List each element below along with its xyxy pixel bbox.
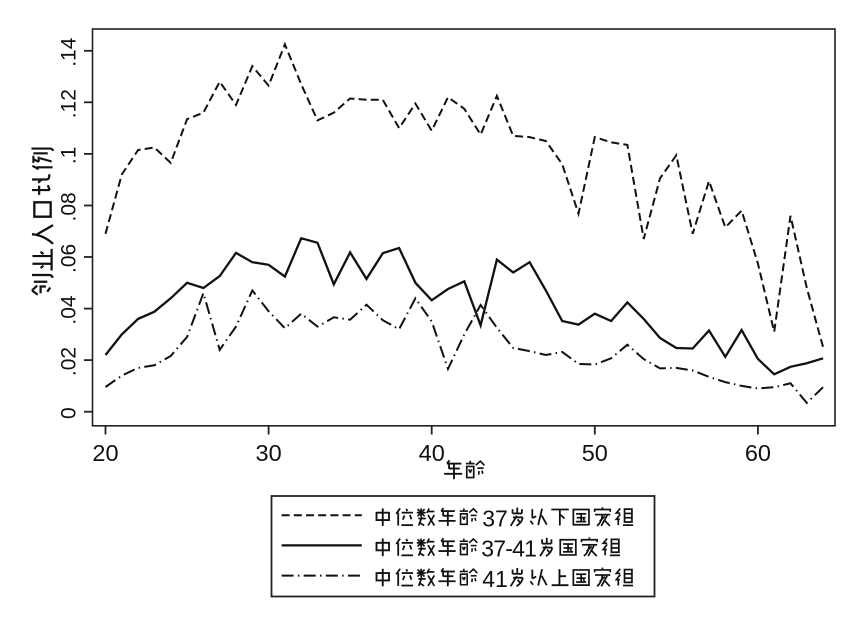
svg-text:50: 50 [582,440,608,466]
svg-text:.1: .1 [58,147,81,165]
svg-text:41: 41 [482,566,508,592]
svg-text:60: 60 [745,440,771,466]
svg-text:40: 40 [419,440,445,466]
svg-text:37: 37 [482,506,508,532]
svg-text:.08: .08 [58,192,81,221]
svg-text:.04: .04 [58,295,81,325]
svg-text:.02: .02 [58,347,81,376]
svg-text:.14: .14 [58,37,81,67]
svg-text:37-41: 37-41 [481,536,536,562]
svg-text:20: 20 [92,440,118,466]
svg-text:.06: .06 [58,244,81,273]
svg-text:0: 0 [58,407,81,419]
svg-text:30: 30 [256,440,282,466]
svg-text:.12: .12 [58,89,81,118]
